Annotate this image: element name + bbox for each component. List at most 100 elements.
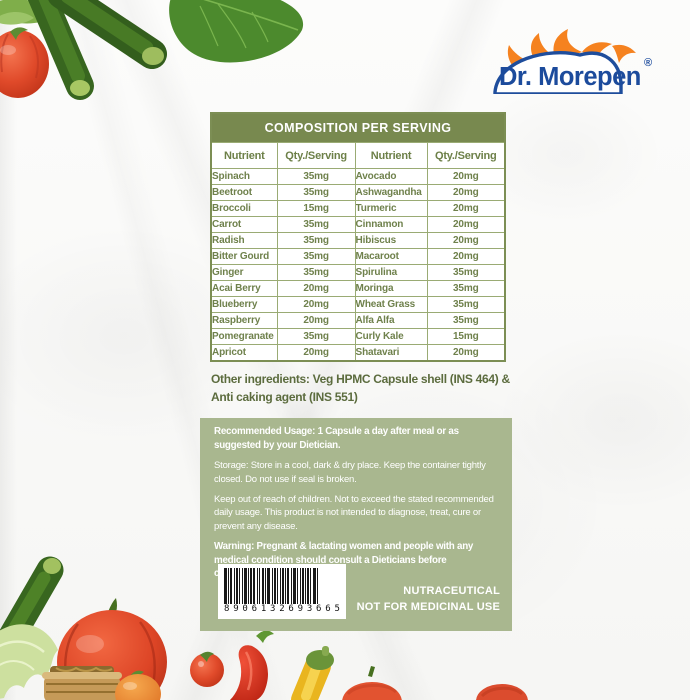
classification-line-1: NUTRACEUTICAL — [403, 585, 500, 597]
barcode-digit: 6 — [316, 604, 322, 614]
barcode-digit: 9 — [233, 604, 239, 614]
qty-cell: 20mg — [426, 184, 506, 201]
table-header-row: Nutrient Qty./Serving Nutrient Qty./Serv… — [210, 142, 506, 169]
table-row: Raspberry 20mg Alfa Alfa 35mg — [210, 312, 506, 329]
col-header-qty-1: Qty./Serving — [276, 142, 356, 169]
caution-text: Keep out of reach of children. Not to ex… — [214, 494, 494, 532]
nutrient-cell: Carrot — [210, 216, 278, 233]
tomato-image — [476, 684, 528, 700]
barcode-digit: 6 — [251, 604, 258, 614]
qty-cell: 35mg — [276, 232, 356, 249]
qty-cell: 20mg — [426, 232, 506, 249]
qty-cell: 20mg — [276, 280, 356, 297]
barcode-digit: 5 — [334, 604, 340, 614]
nutrient-cell: Alfa Alfa — [354, 312, 428, 329]
brand-logo-graphic: Dr. Morepen ® — [493, 29, 652, 96]
other-ingredients-text: Other ingredients: Veg HPMC Capsule shel… — [211, 372, 510, 404]
barcode-digit: 2 — [279, 604, 285, 614]
orange-tomato-image — [115, 670, 161, 700]
qty-cell: 20mg — [426, 200, 506, 217]
qty-cell: 15mg — [276, 200, 356, 217]
tomato-image — [342, 666, 402, 700]
lettuce-image — [0, 624, 58, 699]
nutrient-cell: Ashwagandha — [354, 184, 428, 201]
barcode-digit: 3 — [270, 604, 276, 614]
table-row: Carrot 35mg Cinnamon 20mg — [210, 216, 506, 233]
qty-cell: 20mg — [426, 344, 506, 362]
nutrient-cell: Macaroot — [354, 248, 428, 265]
qty-cell: 35mg — [276, 216, 356, 233]
col-header-qty-2: Qty./Serving — [426, 142, 506, 169]
barcode-digit: 6 — [288, 604, 294, 614]
leaf-image — [169, 0, 304, 63]
table-title: COMPOSITION PER SERVING — [210, 112, 506, 143]
qty-cell: 35mg — [276, 248, 356, 265]
nutrient-cell: Raspberry — [210, 312, 278, 329]
nutrient-cell: Ginger — [210, 264, 278, 281]
recommended-usage-text: Recommended Usage: 1 Capsule a day after… — [214, 426, 459, 451]
qty-cell: 15mg — [426, 328, 506, 345]
table-row: Acai Berry 20mg Moringa 35mg — [210, 280, 506, 297]
table-row: Radish 35mg Hibiscus 20mg — [210, 232, 506, 249]
table-title-row: COMPOSITION PER SERVING — [210, 112, 506, 143]
qty-cell: 20mg — [426, 248, 506, 265]
qty-cell: 20mg — [426, 216, 506, 233]
barcode-bars — [224, 568, 340, 604]
usage-info-panel: Recommended Usage: 1 Capsule a day after… — [200, 418, 512, 631]
barcode-digit: 0 — [242, 604, 248, 614]
composition-table: COMPOSITION PER SERVING Nutrient Qty./Se… — [210, 112, 506, 362]
nutrient-cell: Acai Berry — [210, 280, 278, 297]
nutrient-cell: Spinach — [210, 168, 278, 185]
qty-cell: 35mg — [276, 168, 356, 185]
table-row: Broccoli 15mg Turmeric 20mg — [210, 200, 506, 217]
qty-cell: 35mg — [276, 184, 356, 201]
qty-cell: 35mg — [426, 312, 506, 329]
nutrient-cell: Moringa — [354, 280, 428, 297]
table-row: Ginger 35mg Spirulina 35mg — [210, 264, 506, 281]
qty-cell: 35mg — [426, 280, 506, 297]
classification-text: NUTRACEUTICAL NOT FOR MEDICINAL USE — [357, 584, 500, 616]
chili-pepper-image — [230, 630, 274, 700]
col-header-nutrient-1: Nutrient — [210, 142, 278, 169]
nutrient-cell: Avocado — [354, 168, 428, 185]
zucchini-image — [48, 0, 167, 69]
basket-image — [42, 666, 122, 700]
logo-arc — [493, 51, 623, 96]
barcode-digit: 6 — [325, 604, 331, 614]
table-row: Bitter Gourd 35mg Macaroot 20mg — [210, 248, 506, 265]
nutrient-cell: Hibiscus — [354, 232, 428, 249]
nutrient-cell: Blueberry — [210, 296, 278, 313]
nutrient-cell: Turmeric — [354, 200, 428, 217]
barcode-digit: 8 — [224, 604, 230, 614]
classification-line-2: NOT FOR MEDICINAL USE — [356, 600, 500, 613]
nutrient-cell: Beetroot — [210, 184, 278, 201]
nutrient-cell: Curly Kale — [354, 328, 428, 345]
zucchini-image — [27, 0, 94, 100]
qty-cell: 20mg — [276, 312, 356, 329]
barcode-digit: 3 — [306, 604, 313, 614]
brand-logo: Dr. Morepen ® — [492, 28, 668, 96]
qty-cell: 35mg — [426, 264, 506, 281]
table-row: Pomegranate 35mg Curly Kale 15mg — [210, 328, 506, 345]
table-row: Spinach 35mg Avocado 20mg — [210, 168, 506, 185]
nutrient-cell: Spirulina — [354, 264, 428, 281]
nutrient-cell: Wheat Grass — [354, 296, 428, 313]
registered-mark: ® — [644, 57, 652, 69]
brand-name: Dr. Morepen — [499, 63, 641, 91]
qty-cell: 35mg — [276, 328, 356, 345]
table-row: Blueberry 20mg Wheat Grass 35mg — [210, 296, 506, 313]
qty-cell: 20mg — [426, 168, 506, 185]
qty-cell: 20mg — [276, 296, 356, 313]
nutrient-cell: Cinnamon — [354, 216, 428, 233]
barcode-digit: 1 — [260, 604, 267, 614]
col-header-nutrient-2: Nutrient — [354, 142, 428, 169]
barcode-digit: 9 — [297, 604, 304, 614]
table-row: Apricot 20mg Shatavari 20mg — [210, 344, 506, 362]
nutrient-cell: Apricot — [210, 344, 278, 362]
table-row: Beetroot 35mg Ashwagandha 20mg — [210, 184, 506, 201]
nutrient-cell: Shatavari — [354, 344, 428, 362]
